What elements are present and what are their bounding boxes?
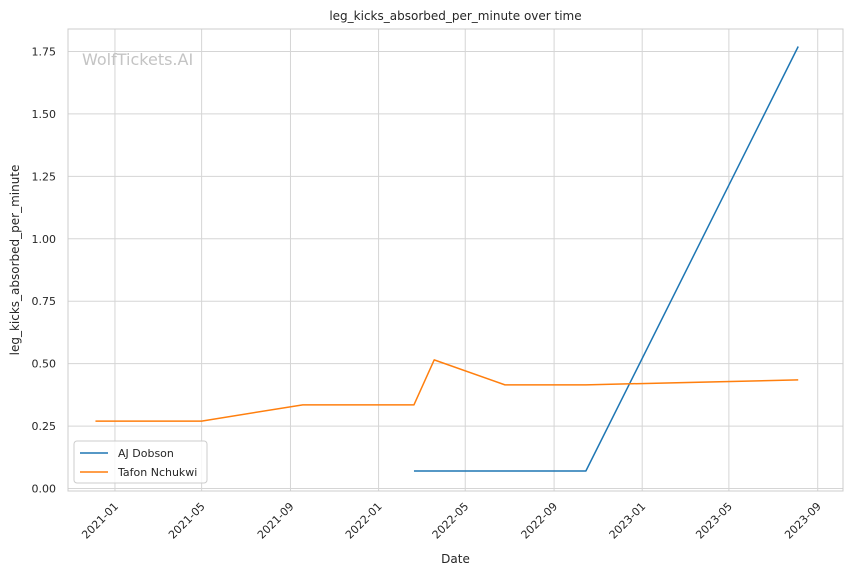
chart-title: leg_kicks_absorbed_per_minute over time	[329, 9, 581, 23]
y-axis-ticks: 0.00 0.25 0.50 0.75 1.00 1.25 1.50 1.75	[32, 45, 57, 495]
legend: AJ Dobson Tafon Nchukwi	[73, 440, 208, 484]
y-tick-label: 0.50	[32, 358, 57, 371]
y-tick-label: 1.25	[32, 170, 57, 183]
x-axis-title: Date	[441, 552, 470, 566]
y-tick-label: 1.75	[32, 45, 57, 58]
series-line	[95, 359, 799, 422]
y-tick-label: 0.00	[32, 483, 57, 496]
y-tick-label: 1.00	[32, 233, 57, 246]
y-tick-label: 0.75	[32, 295, 57, 308]
grid	[68, 29, 843, 491]
plot-area-frame	[67, 28, 844, 492]
legend-label: AJ Dobson	[118, 447, 174, 460]
y-axis-title: leg_kicks_absorbed_per_minute	[8, 165, 22, 356]
y-tick-label: 0.25	[32, 420, 57, 433]
legend-label: Tafon Nchukwi	[117, 466, 197, 479]
watermark: WolfTickets.AI	[82, 50, 193, 69]
series-lines	[95, 46, 799, 472]
series-line	[413, 46, 799, 472]
legend-items: AJ Dobson Tafon Nchukwi	[80, 447, 197, 479]
y-tick-label: 1.50	[32, 108, 57, 121]
